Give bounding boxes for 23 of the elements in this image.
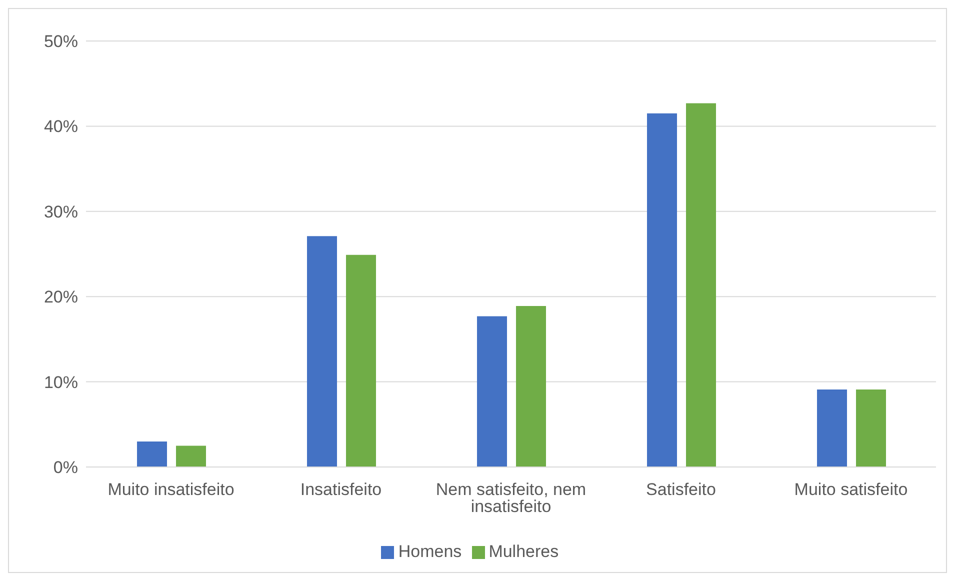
x-tick-label: Muito insatisfeito xyxy=(108,480,234,500)
bar xyxy=(647,113,677,467)
y-tick-label: 10% xyxy=(44,372,78,392)
bar xyxy=(686,103,716,467)
x-tick-label: Satisfeito xyxy=(646,480,716,500)
x-tick-label: Insatisfeito xyxy=(300,480,382,500)
bar xyxy=(516,306,546,467)
y-tick-label: 40% xyxy=(44,117,78,136)
bar xyxy=(346,254,376,467)
bar xyxy=(176,446,206,467)
bar xyxy=(477,316,507,467)
bar xyxy=(137,441,167,467)
x-tick-label: Muito satisfeito xyxy=(794,480,908,500)
x-tick-label: Nem satisfeito, nem insatisfeito xyxy=(436,480,586,516)
y-tick-label: 50% xyxy=(44,32,78,52)
bar xyxy=(856,389,886,467)
bar xyxy=(307,236,337,467)
y-tick-label: 30% xyxy=(44,202,78,222)
legend-label: Homens xyxy=(398,542,462,561)
legend-label: Mulheres xyxy=(488,542,559,561)
bar xyxy=(817,389,847,467)
y-tick-label: 20% xyxy=(44,288,78,307)
y-tick-label: 0% xyxy=(53,458,78,478)
